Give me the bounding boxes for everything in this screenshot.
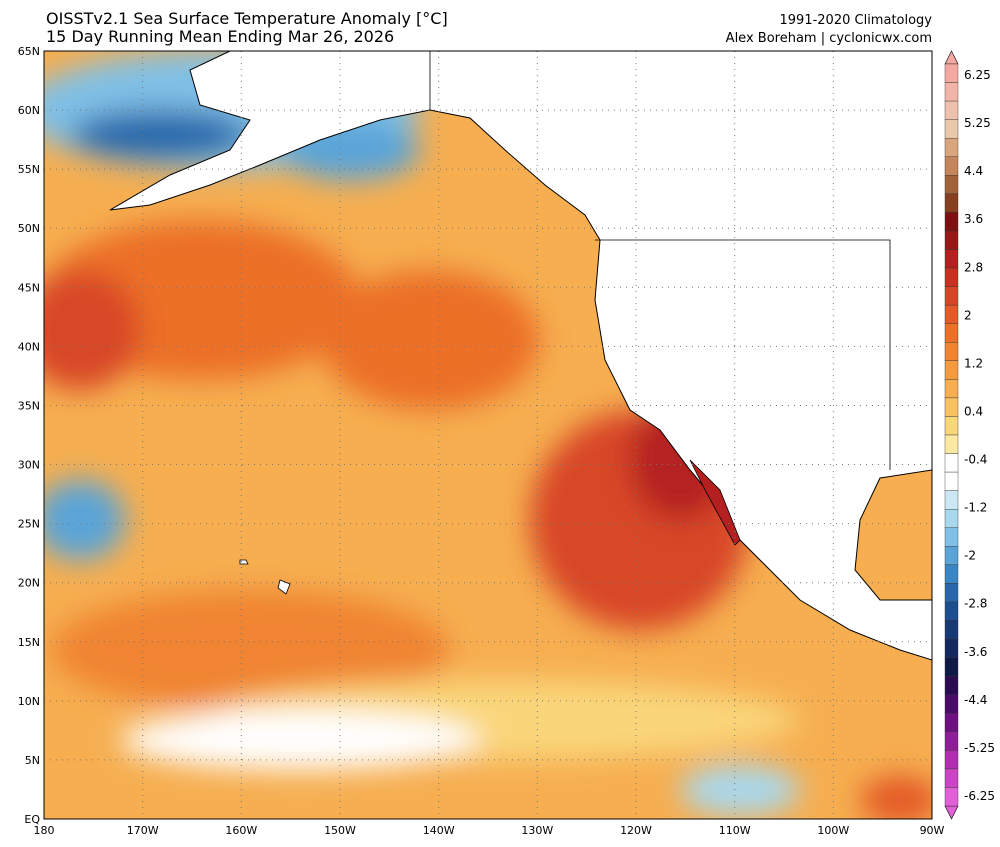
colorbar-swatch — [944, 342, 959, 361]
colorbar-label: -5.25 — [964, 741, 995, 755]
lat-label: 5N — [25, 754, 40, 767]
lon-label: 90W — [920, 824, 945, 837]
colorbar-swatch — [944, 230, 959, 250]
hawaii — [239, 559, 291, 595]
credit: Alex Boreham | cyclonicwx.com — [726, 31, 932, 46]
lat-label: 15N — [18, 636, 40, 649]
lon-label: 170W — [127, 824, 159, 837]
colorbar-label: 6.25 — [964, 68, 991, 82]
colorbar-label: -3.6 — [964, 645, 987, 659]
colorbar-swatch — [944, 175, 959, 195]
gulf-of-california — [689, 459, 741, 546]
colorbar-label: 4.4 — [964, 164, 983, 178]
colorbar-swatch — [944, 750, 959, 770]
lon-label: 130W — [521, 824, 553, 837]
lat-label: 25N — [18, 518, 40, 531]
lat-label: 30N — [18, 459, 40, 472]
colorbar-swatch — [944, 731, 959, 751]
colorbar-swatch — [944, 601, 959, 621]
map-frame — [43, 50, 933, 820]
lon-label: 180 — [34, 824, 55, 837]
colorbar-swatch — [944, 286, 959, 306]
lon-label: 150W — [324, 824, 356, 837]
lat-label: 60N — [18, 104, 40, 117]
title: OISSTv2.1 Sea Surface Temperature Anomal… — [46, 9, 448, 28]
colorbar-swatch — [944, 119, 959, 139]
colorbar-label: -6.25 — [964, 789, 995, 803]
colorbar-swatch — [944, 694, 959, 714]
colorbar-swatch — [944, 675, 959, 695]
lon-label: 140W — [423, 824, 455, 837]
colorbar-swatch — [944, 360, 959, 380]
climatology: 1991-2020 Climatology — [780, 13, 933, 28]
colorbar-label: -1.2 — [964, 501, 987, 515]
colorbar-bottom — [944, 805, 959, 820]
lat-label: 45N — [18, 281, 40, 294]
colorbar-label: 0.4 — [964, 404, 983, 418]
lat-label: 35N — [18, 399, 40, 412]
colorbar-swatch — [944, 638, 959, 658]
colorbar-label: 2 — [964, 308, 972, 322]
colorbar-swatch — [944, 137, 959, 157]
colorbar-swatch — [944, 63, 959, 83]
colorbar-swatch — [944, 564, 959, 584]
colorbar-swatch — [944, 768, 959, 788]
colorbar-swatch — [944, 490, 959, 510]
colorbar-label: -2.8 — [964, 597, 987, 611]
colorbar-label: -4.4 — [964, 693, 987, 707]
lon-label: 110W — [719, 824, 751, 837]
colorbar-swatch — [944, 527, 959, 547]
colorbar-label: 2.8 — [964, 260, 983, 274]
colorbar-swatch — [944, 434, 959, 454]
lat-label: 10N — [18, 695, 40, 708]
colorbar-swatch — [944, 249, 959, 269]
axis-labels: 65N 60N 55N 50N 45N 40N 35N 30N 25N 20N 15N 10N 5N EQ… — [18, 45, 945, 837]
colorbar-swatch — [944, 713, 959, 732]
colorbar-swatch — [944, 453, 959, 473]
lat-label: 55N — [18, 163, 40, 176]
colorbar-swatch — [944, 397, 959, 417]
subtitle: 15 Day Running Mean Ending Mar 26, 2026 — [46, 27, 394, 46]
colorbar-swatch — [944, 471, 959, 491]
lat-label: 65N — [18, 45, 40, 58]
gulf-of-mexico — [854, 469, 932, 601]
colorbar-swatch — [944, 416, 959, 436]
colorbar-swatch — [944, 100, 959, 120]
lon-label: 160W — [225, 824, 257, 837]
lat-label: 20N — [18, 577, 40, 590]
lat-label: EQ — [24, 813, 40, 826]
colorbar-swatch — [944, 620, 959, 640]
colorbar-swatch — [944, 546, 959, 566]
colorbar-label: 3.6 — [964, 212, 983, 226]
colorbar-swatch — [944, 156, 959, 176]
colorbar-top — [944, 50, 959, 65]
colorbar-swatch — [944, 657, 959, 677]
lat-label: 40N — [18, 340, 40, 353]
colorbar-swatch — [944, 267, 959, 287]
colorbar-swatch — [944, 583, 959, 603]
colorbar-swatch — [944, 212, 959, 232]
colorbar-swatch — [944, 193, 959, 213]
colorbar-label: 1.2 — [964, 356, 983, 370]
colorbar-swatch — [944, 787, 959, 807]
colorbar-label: -2 — [964, 549, 976, 563]
map — [44, 51, 932, 819]
graticule — [44, 51, 932, 819]
lat-label: 50N — [18, 222, 40, 235]
lon-label: 100W — [817, 824, 849, 837]
borders — [429, 51, 891, 470]
colorbar-swatch — [944, 323, 959, 343]
colorbar-label: -0.4 — [964, 453, 987, 467]
colorbar-swatch — [944, 379, 959, 399]
lon-label: 120W — [620, 824, 652, 837]
colorbar-swatch — [944, 509, 959, 528]
colorbar: 6.25 5.25 4.4 3.6 2.8 2 1.2 0.4 -0.4 -1.2 -2 -2.8 -3… — [944, 50, 995, 820]
colorbar-swatch — [944, 304, 959, 324]
colorbar-label: 5.25 — [964, 116, 991, 130]
colorbar-swatch — [944, 82, 959, 102]
